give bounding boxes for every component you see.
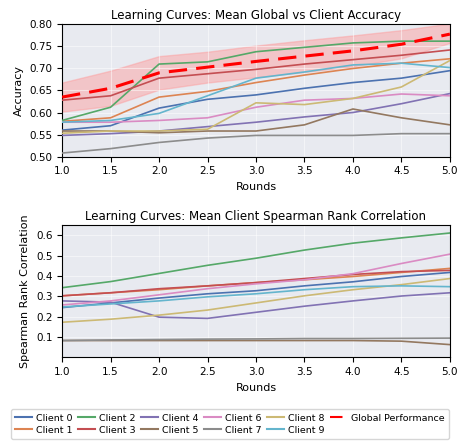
Title: Learning Curves: Mean Global vs Client Accuracy: Learning Curves: Mean Global vs Client A… [111,9,400,22]
Y-axis label: Accuracy: Accuracy [14,65,24,116]
X-axis label: Rounds: Rounds [235,182,276,192]
Legend: Client 0, Client 1, Client 2, Client 3, Client 4, Client 5, Client 6, Client 7, : Client 0, Client 1, Client 2, Client 3, … [11,409,448,439]
X-axis label: Rounds: Rounds [235,383,276,392]
Y-axis label: Spearman Rank Correlation: Spearman Rank Correlation [20,214,30,368]
Title: Learning Curves: Mean Client Spearman Rank Correlation: Learning Curves: Mean Client Spearman Ra… [85,210,425,223]
